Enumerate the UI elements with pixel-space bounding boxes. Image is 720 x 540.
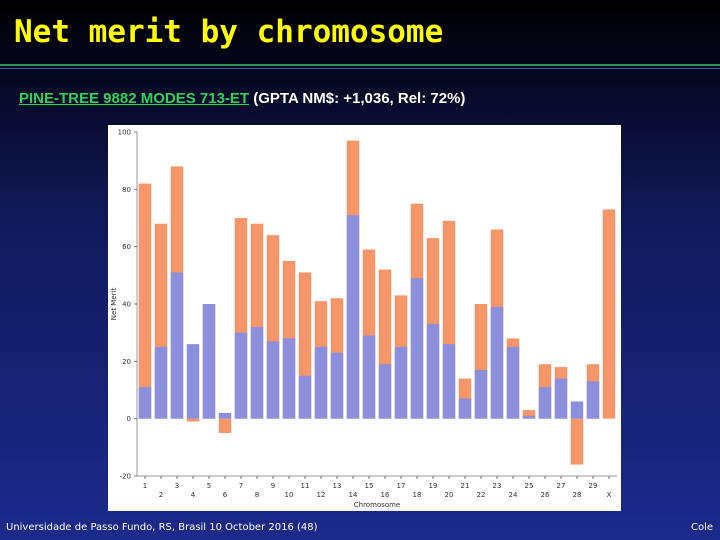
x-tick-label: 15	[365, 482, 374, 490]
bar-part-chr-13	[330, 352, 344, 419]
y-tick-label: -20	[120, 473, 131, 481]
bar-part-chr-27	[554, 378, 568, 419]
y-tick-label: 0	[127, 415, 131, 423]
y-tick-label: 60	[122, 243, 131, 251]
x-tick-label: 18	[413, 491, 422, 499]
bar-part-chr-6	[218, 412, 232, 419]
y-tick-label: 80	[122, 186, 131, 194]
x-tick-label: 23	[493, 482, 502, 490]
x-tick-label: 11	[301, 482, 310, 490]
x-tick-label: 26	[541, 491, 550, 499]
x-tick-label: 27	[557, 482, 566, 490]
bar-part-chr-10	[282, 338, 296, 419]
x-tick-label: 20	[445, 491, 454, 499]
bar-part-chr-20	[442, 344, 456, 419]
bar-total-chr-X	[602, 209, 616, 419]
chart-subtitle: PINE-TREE 9882 MODES 713-ET (GPTA NM$: +…	[19, 90, 465, 107]
bar-part-chr-26	[538, 387, 552, 419]
x-tick-label: 1	[143, 482, 147, 490]
x-axis-label: Chromosome	[354, 501, 401, 509]
bar-part-chr-8	[250, 326, 264, 419]
x-tick-label: 25	[525, 482, 534, 490]
bar-part-chr-17	[394, 347, 408, 419]
x-tick-label: 17	[397, 482, 406, 490]
bar-part-chr-25	[522, 415, 536, 419]
y-tick-label: 20	[122, 358, 131, 366]
subtitle-details: (GPTA NM$: +1,036, Rel: 72%)	[253, 90, 466, 107]
footer-author: Cole	[690, 522, 713, 533]
x-tick-label: 22	[477, 491, 486, 499]
x-tick-label: 21	[461, 482, 470, 490]
net-merit-chart: -20 0 20 40 60 80 100 Net Merit 1 3 5 7 9 11 13 15 17 19 2…	[108, 125, 621, 511]
bar-part-chr-2	[154, 347, 168, 419]
title-divider-thin	[0, 68, 720, 69]
bar-total-chr-4	[186, 418, 200, 422]
x-tick-label: 29	[589, 482, 598, 490]
footer-citation: Universidade de Passo Fundo, RS, Brasil …	[6, 522, 318, 533]
y-tick-label: 100	[118, 129, 131, 137]
bar-part-chr-7	[234, 332, 248, 419]
x-tick-label: 3	[175, 482, 179, 490]
bar-part-chr-24	[506, 347, 520, 419]
bar-part-chr-15	[362, 335, 376, 419]
bar-part-chr-19	[426, 324, 440, 419]
x-tick-label: 10	[285, 491, 294, 499]
bar-part-chr-21	[458, 398, 472, 419]
bar-part-chr-9	[266, 341, 280, 419]
x-tick-label: 8	[255, 491, 259, 499]
bar-part-chr-4	[186, 344, 200, 419]
x-tick-label: 2	[159, 491, 163, 499]
bar-total-chr-1	[138, 183, 152, 419]
bar-part-chr-28	[570, 401, 584, 419]
x-tick-label: 28	[573, 491, 582, 499]
bar-part-chr-16	[378, 364, 392, 419]
x-tick-label: 6	[223, 491, 228, 499]
bar-total-chr-6	[218, 418, 232, 433]
bar-part-chr-23	[490, 306, 504, 419]
x-tick-label: 12	[317, 491, 326, 499]
slide-title: Net merit by chromosome	[14, 14, 444, 50]
bar-part-chr-5	[202, 304, 216, 419]
bar-part-chr-1	[138, 387, 152, 419]
y-tick-label: 40	[122, 301, 131, 309]
title-divider	[0, 64, 720, 66]
bar-part-chr-18	[410, 278, 424, 419]
x-tick-label: 16	[381, 491, 390, 499]
x-tick-label: 4	[191, 491, 196, 499]
y-axis-label: Net Merit	[110, 288, 118, 321]
bar-part-chr-3	[170, 272, 184, 419]
bar-part-chr-11	[298, 375, 312, 419]
x-tick-label: 19	[429, 482, 438, 490]
bar-total-chr-28	[570, 418, 584, 465]
x-tick-label: 9	[271, 482, 275, 490]
x-tick-label: 7	[239, 482, 243, 490]
x-tick-label: 14	[349, 491, 358, 499]
x-tick-label: 24	[509, 491, 518, 499]
bar-part-chr-22	[474, 369, 488, 419]
x-tick-label: X	[607, 491, 612, 499]
bar-total-chr-25	[522, 410, 536, 419]
bar-part-chr-29	[586, 381, 600, 419]
bar-part-chr-12	[314, 347, 328, 419]
animal-name-link[interactable]: PINE-TREE 9882 MODES 713-ET	[19, 90, 250, 107]
x-tick-label: 13	[333, 482, 342, 490]
bar-part-chr-14	[346, 215, 360, 419]
x-tick-label: 5	[207, 482, 211, 490]
